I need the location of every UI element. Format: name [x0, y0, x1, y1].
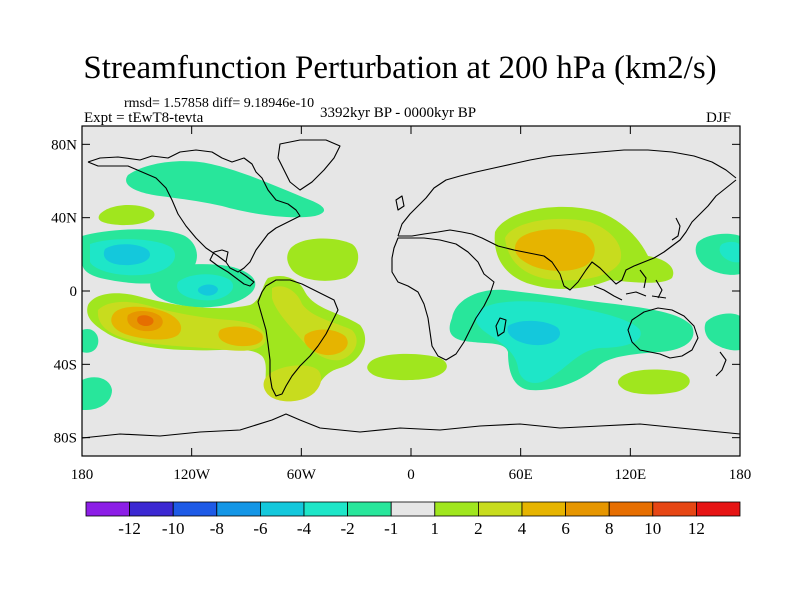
longitude-label: 180: [729, 467, 752, 483]
colorbar-swatch: [390, 501, 436, 517]
contour-region-s-atlantic-midlat: [367, 353, 447, 381]
chart-title: Streamfunction Perturbation at 200 hPa (…: [83, 50, 717, 86]
coast-africa: [391, 237, 495, 361]
contour-region-se-pacific-orange: [218, 326, 263, 347]
coast-indonesia: [593, 285, 667, 301]
contour-region-south-pacific-peak: [137, 315, 154, 326]
colorbar-swatch: [434, 501, 479, 517]
contour-region-central-n-atlantic: [287, 238, 359, 281]
colorbar: [85, 501, 741, 517]
contour-region-n-atlantic-greenland: [126, 161, 325, 218]
colorbar-label: 12: [688, 519, 705, 538]
coast-japan-islands: [639, 217, 681, 299]
coast-new-zealand: [715, 351, 727, 377]
coast-madagascar: [495, 317, 507, 337]
coast-north-america: [87, 149, 301, 287]
longitude-label: 60E: [509, 467, 533, 483]
period-label: 3392kyr BP - 0000kyr BP: [320, 105, 477, 121]
colorbar-label: -6: [253, 519, 267, 538]
contour-region-e-tropical-pacific-inner: [197, 284, 218, 296]
colorbar-label: 1: [431, 519, 440, 538]
colorbar-swatch: [608, 501, 654, 517]
longitude-label: 120W: [173, 467, 211, 483]
coast-south-america: [257, 279, 339, 397]
latitude-label: 0: [70, 284, 78, 300]
colorbar-label: 10: [644, 519, 661, 538]
coast-europe-asia: [397, 149, 737, 291]
experiment-label: Expt = tEwT8-tevta: [84, 110, 204, 126]
contour-region-indian-ocean-core: [507, 320, 560, 346]
colorbar-label: -8: [210, 519, 224, 538]
rmsd-diff-stats: rmsd= 1.57858 diff= 9.18946e-10: [124, 96, 315, 111]
colorbar-swatch: [477, 501, 523, 517]
colorbar-swatch: [85, 501, 130, 517]
coast-australia: [627, 307, 699, 359]
colorbar-label: 6: [561, 519, 570, 538]
latitude-label: 80S: [54, 431, 77, 447]
contour-region-s-atlantic-orange: [304, 329, 348, 356]
colorbar-swatch: [129, 501, 174, 517]
longitude-label: 120E: [614, 467, 646, 483]
contour-region-s-indian-east: [617, 369, 690, 395]
longitude-label: 180: [71, 467, 94, 483]
colorbar-label: -10: [162, 519, 185, 538]
longitude-label: 0: [407, 467, 415, 483]
colorbar-label: 2: [474, 519, 483, 538]
colorbar-label: -12: [118, 519, 141, 538]
latitude-labels: 80N 40N 0 40S 80S: [51, 137, 77, 446]
contour-region-dateline-s: [704, 313, 740, 351]
latitude-label: 80N: [51, 137, 77, 153]
colorbar-label: -2: [341, 519, 355, 538]
colorbar-label: -4: [297, 519, 312, 538]
colorbar-swatch: [652, 501, 697, 517]
coast-antarctica: [82, 413, 740, 439]
longitude-labels: 180 120W 60W 0 60E 120E 180: [71, 467, 752, 483]
season-label: DJF: [706, 110, 732, 126]
contour-region-sw-edge-2: [82, 377, 112, 410]
contour-region-indian-ocean-cyan: [475, 301, 641, 383]
colorbar-swatch: [259, 501, 305, 517]
latitude-label: 40S: [54, 357, 77, 373]
colorbar-label: 8: [605, 519, 614, 538]
contour-region-ne-pacific: [98, 204, 155, 226]
contour-region-south-asia-orange: [514, 229, 595, 271]
colorbar-swatch: [565, 501, 610, 517]
colorbar-labels: -12 -10 -8 -6 -4 -2 -1 1 2 4 6 8 10 12: [118, 519, 705, 538]
colorbar-swatch: [172, 501, 218, 517]
colorbar-swatch: [303, 501, 348, 517]
coast-greenland: [277, 139, 341, 191]
colorbar-swatch: [521, 501, 566, 517]
colorbar-swatch: [347, 501, 392, 517]
colorbar-swatch: [216, 501, 261, 517]
colorbar-label: 4: [518, 519, 527, 538]
colorbar-label: -1: [384, 519, 398, 538]
coastline-layer: [82, 139, 740, 439]
colorbar-swatch: [696, 501, 741, 517]
longitude-label: 60W: [287, 467, 317, 483]
contour-region-dateline-n-core: [719, 241, 740, 263]
contour-region-s-pacific-low-band: [263, 365, 322, 402]
axis-ticks: [81, 126, 741, 456]
coast-uk: [395, 195, 405, 211]
map-plot-area: [82, 126, 740, 456]
latitude-label: 40N: [51, 211, 77, 227]
contour-region-sw-edge-1: [82, 328, 99, 353]
contour-region-tropical-n-pacific-inner: [103, 244, 150, 266]
